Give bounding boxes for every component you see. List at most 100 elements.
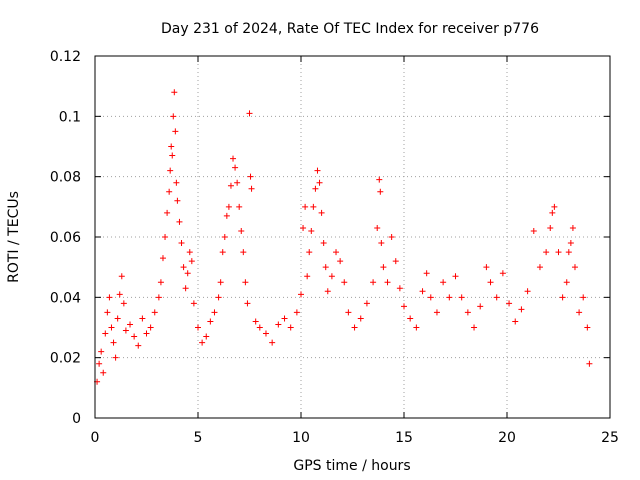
data-point (143, 330, 150, 337)
data-point (318, 209, 325, 216)
data-point (168, 143, 175, 150)
data-point (195, 324, 201, 331)
data-point (518, 306, 525, 313)
data-point (252, 318, 259, 325)
y-tick-label: 0.12 (50, 49, 81, 65)
data-point (159, 255, 166, 262)
y-tick-label: 0.08 (50, 170, 81, 186)
data-point (166, 188, 173, 195)
data-point (384, 279, 391, 286)
data-point (328, 273, 335, 280)
data-point (536, 264, 543, 271)
data-point (246, 110, 253, 117)
data-point (221, 234, 228, 240)
data-point (110, 339, 117, 346)
y-tick-label: 0.04 (50, 290, 81, 306)
y-tick-label: 0 (72, 411, 81, 427)
data-point (584, 324, 591, 331)
data-point (287, 324, 294, 331)
data-point (576, 309, 583, 316)
data-point (180, 264, 187, 271)
data-point (427, 294, 434, 301)
data-point (236, 203, 243, 210)
data-point (314, 167, 321, 174)
data-point (413, 324, 420, 331)
data-point (378, 240, 385, 247)
data-point (310, 203, 317, 210)
data-point (555, 249, 562, 256)
data-point (155, 294, 162, 301)
data-points (94, 89, 593, 385)
x-tick-label: 10 (292, 430, 310, 446)
data-point (551, 203, 558, 210)
data-point (186, 249, 193, 256)
data-point (306, 249, 313, 256)
data-point (207, 318, 214, 325)
data-point (227, 182, 234, 189)
data-point (248, 185, 255, 192)
data-point (341, 279, 348, 286)
data-point (199, 339, 206, 346)
plot-frame (94, 55, 611, 419)
data-point (316, 179, 323, 186)
x-tick-label: 5 (194, 430, 203, 446)
data-point (471, 324, 478, 331)
data-point (559, 294, 566, 301)
data-point (524, 288, 531, 295)
data-point (506, 300, 513, 307)
data-point (230, 155, 237, 162)
data-point (100, 369, 107, 376)
data-point (223, 212, 230, 219)
data-point (419, 288, 426, 295)
data-point (169, 152, 176, 159)
data-point (135, 342, 142, 349)
data-point (203, 333, 210, 340)
data-point (333, 249, 340, 256)
data-point (377, 188, 384, 195)
x-axis-label: GPS time / hours (293, 458, 410, 474)
data-point (370, 279, 377, 286)
data-point (118, 273, 125, 280)
data-point (164, 209, 171, 216)
data-point (244, 300, 251, 307)
data-point (322, 264, 329, 271)
grid-lines (95, 56, 610, 418)
data-point (423, 270, 430, 277)
data-point (174, 197, 181, 204)
data-point (304, 273, 311, 280)
data-point (211, 309, 218, 316)
data-point (433, 309, 440, 316)
data-point (234, 179, 241, 186)
x-tick-label: 20 (498, 430, 516, 446)
y-tick-label: 0.1 (59, 109, 81, 125)
data-point (563, 279, 570, 286)
data-point (337, 258, 344, 265)
data-point (298, 291, 304, 298)
data-point (157, 279, 164, 286)
data-point (401, 303, 407, 310)
data-point (170, 113, 177, 120)
data-point (345, 309, 352, 316)
data-point (217, 279, 224, 286)
data-point (547, 224, 554, 231)
data-point (225, 203, 232, 210)
data-point (112, 354, 119, 361)
data-point (96, 360, 103, 367)
data-point (281, 315, 288, 322)
data-point (242, 279, 249, 286)
data-point (139, 315, 146, 322)
data-point (464, 309, 471, 316)
data-point (320, 240, 327, 247)
y-tick-label: 0.02 (50, 351, 81, 367)
data-point (102, 330, 109, 337)
data-point (172, 128, 179, 135)
data-point (530, 227, 537, 234)
data-point (407, 315, 414, 322)
data-point (116, 291, 123, 298)
data-point (493, 294, 500, 301)
data-point (549, 209, 556, 216)
data-point (302, 203, 309, 210)
data-point (114, 315, 121, 322)
data-point (452, 273, 459, 280)
